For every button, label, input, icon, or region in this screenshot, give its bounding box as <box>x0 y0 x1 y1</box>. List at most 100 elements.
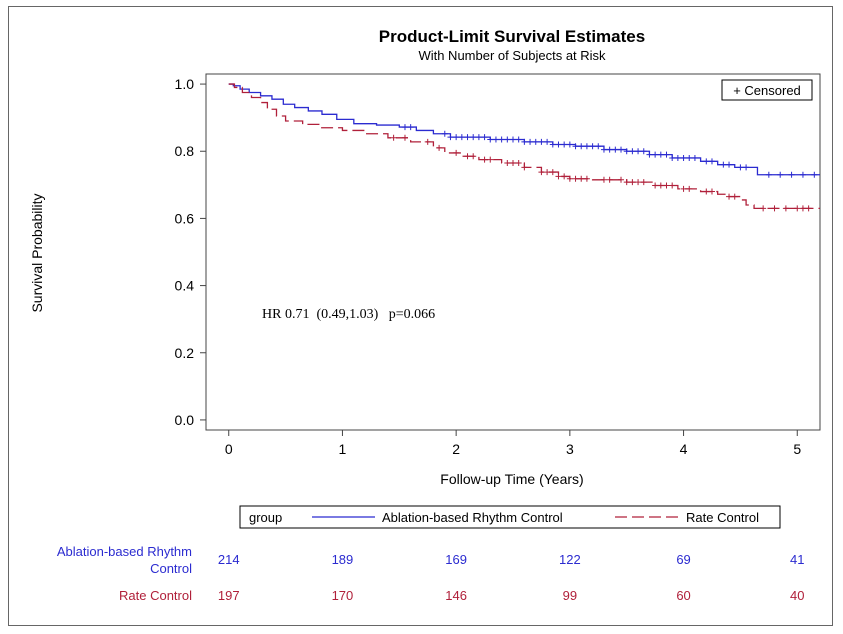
hazard-ratio-annotation: HR 0.71 (0.49,1.03) p=0.066 <box>262 307 435 322</box>
y-axis-label: Survival Probability <box>29 193 45 312</box>
censor-mark-rate-control-15 <box>549 169 556 176</box>
censor-mark-rate-control-36 <box>708 188 715 195</box>
risk-table: Ablation-based Rhythm Control Rate Contr… <box>57 544 805 603</box>
censor-mark-rate-control-21 <box>583 175 590 182</box>
censor-mark-rate-control-4 <box>453 149 460 156</box>
plot-area <box>205 73 821 431</box>
censor-mark-rate-control-35 <box>703 188 710 195</box>
group-legend-box <box>239 505 781 529</box>
censor-mark-rate-control-18 <box>566 175 573 182</box>
censor-mark-rate-control-3 <box>436 144 443 151</box>
censor-mark-rate-control-11 <box>515 160 522 166</box>
risk-counts: 214 189 169 122 69 41 197 170 146 99 60 40 <box>218 552 805 603</box>
censor-mark-rate-control-34 <box>686 185 693 192</box>
censor-mark-ablation-1 <box>407 124 414 131</box>
censor-mark-ablation-35 <box>629 148 636 155</box>
risk-count-rate-control-1: 170 <box>332 588 354 603</box>
censor-mark-rate-control-24 <box>618 176 625 183</box>
x-tick-label-5: 5 <box>793 441 801 457</box>
censor-mark-ablation-5 <box>458 134 465 141</box>
censor-mark-rate-control-39 <box>760 205 767 212</box>
censor-mark-ablation-54 <box>777 171 784 178</box>
group-legend: group Ablation-based Rhythm Control Rate… <box>239 505 781 529</box>
censor-mark-rate-control-32 <box>669 182 676 189</box>
censor-mark-ablation-3 <box>447 134 454 141</box>
censor-mark-rate-control-40 <box>771 205 778 212</box>
legend-label-rate-control: Rate Control <box>686 510 759 525</box>
censor-mark-ablation-7 <box>470 134 477 141</box>
censor-mark-ablation-15 <box>515 136 522 143</box>
risk-count-ablation-2: 169 <box>445 552 467 567</box>
censor-mark-rate-control-28 <box>640 179 647 186</box>
censor-mark-rate-control-30 <box>657 182 664 189</box>
censor-mark-ablation-47 <box>703 158 710 165</box>
censor-mark-ablation-42 <box>669 154 676 161</box>
censor-mark-ablation-2 <box>441 130 448 137</box>
series-layer <box>228 83 820 212</box>
risk-count-rate-control-3: 99 <box>563 588 577 603</box>
risk-count-ablation-3: 122 <box>559 552 581 567</box>
risk-row-label-rate-control: Rate Control <box>119 588 192 603</box>
censor-mark-ablation-30 <box>600 146 607 153</box>
censor-mark-ablation-16 <box>521 138 528 145</box>
censor-mark-ablation-31 <box>606 146 613 153</box>
censor-mark-ablation-28 <box>589 143 596 150</box>
censor-mark-ablation-20 <box>544 138 551 145</box>
censor-mark-ablation-22 <box>555 141 562 148</box>
censor-mark-ablation-29 <box>595 143 602 150</box>
censor-mark-ablation-57 <box>811 171 818 178</box>
censor-mark-ablation-41 <box>663 151 670 158</box>
censor-mark-rate-control-38 <box>731 193 738 200</box>
risk-count-rate-control-5: 40 <box>790 588 804 603</box>
censor-mark-rate-control-37 <box>726 193 733 200</box>
censor-mark-ablation-24 <box>566 141 573 148</box>
censor-mark-ablation-50 <box>726 161 733 168</box>
censor-mark-rate-control-14 <box>544 169 551 176</box>
censor-mark-ablation-39 <box>652 151 659 158</box>
group-legend-title: group <box>249 510 282 525</box>
censor-mark-ablation-37 <box>640 148 647 155</box>
x-tick-label-4: 4 <box>680 441 688 457</box>
censor-mark-ablation-23 <box>561 141 568 148</box>
censor-mark-ablation-46 <box>691 154 698 161</box>
y-tick-label-1: 0.2 <box>175 345 195 361</box>
censor-mark-ablation-12 <box>498 136 505 143</box>
y-tick-label-0: 0.0 <box>175 412 195 428</box>
censor-mark-ablation-34 <box>623 148 630 155</box>
censor-mark-ablation-43 <box>674 154 681 161</box>
risk-count-ablation-0: 214 <box>218 552 240 567</box>
y-tick-label-5: 1.0 <box>175 76 195 92</box>
censored-legend-label: + Censored <box>733 83 801 98</box>
censor-mark-rate-control-19 <box>572 175 579 182</box>
censor-mark-rate-control-5 <box>464 153 471 160</box>
censor-mark-ablation-18 <box>532 138 539 145</box>
censor-mark-ablation-0 <box>401 124 408 131</box>
censor-mark-ablation-4 <box>453 134 460 141</box>
censor-mark-ablation-14 <box>510 136 516 143</box>
censor-mark-ablation-56 <box>799 171 806 178</box>
censor-mark-rate-control-43 <box>799 205 806 212</box>
censor-mark-ablation-44 <box>680 154 687 161</box>
risk-count-ablation-1: 189 <box>332 552 354 567</box>
censor-mark-ablation-25 <box>572 143 579 150</box>
censor-mark-rate-control-41 <box>782 205 789 212</box>
censor-mark-ablation-40 <box>657 151 664 158</box>
y-axis: 0.0 0.2 0.4 0.6 0.8 1.0 <box>175 76 206 428</box>
censor-mark-rate-control-12 <box>521 164 528 171</box>
risk-count-rate-control-4: 60 <box>676 588 690 603</box>
x-tick-label-2: 2 <box>452 441 460 457</box>
risk-count-ablation-5: 41 <box>790 552 804 567</box>
censor-mark-rate-control-25 <box>623 179 630 186</box>
censor-mark-rate-control-33 <box>680 185 687 192</box>
survival-curve-rate-control <box>228 83 820 209</box>
censor-mark-ablation-11 <box>492 136 499 143</box>
censor-mark-rate-control-6 <box>470 153 477 160</box>
y-tick-label-2: 0.4 <box>175 278 195 294</box>
censor-mark-rate-control-10 <box>510 160 516 166</box>
censor-mark-ablation-26 <box>578 143 585 150</box>
censor-mark-rate-control-20 <box>578 175 585 182</box>
x-tick-label-3: 3 <box>566 441 574 457</box>
censor-mark-rate-control-26 <box>629 179 636 186</box>
censor-mark-ablation-32 <box>612 146 619 153</box>
